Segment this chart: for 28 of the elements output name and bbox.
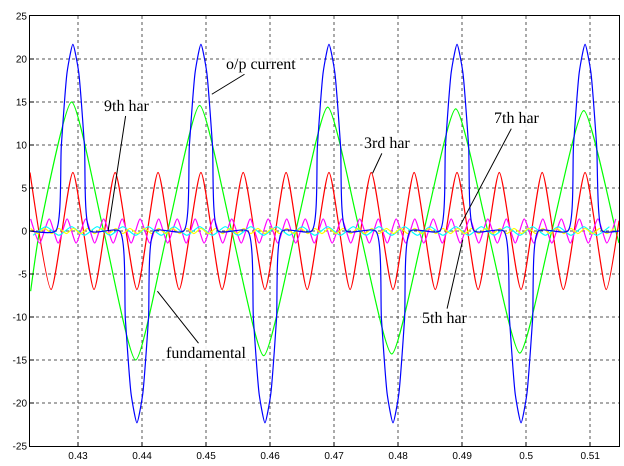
line-series: [30, 44, 619, 424]
x-tick-label: 0.5: [519, 451, 534, 462]
y-tick-label: -15: [12, 356, 28, 366]
annotation: 9th har: [104, 98, 150, 115]
annotation: 3rd har: [364, 135, 410, 152]
x-tick-label: 0.51: [580, 451, 600, 462]
x-tick-label: 0.47: [324, 451, 344, 462]
annotation: o/p current: [226, 56, 296, 73]
x-tick-label: 0.45: [196, 451, 216, 462]
y-tick-label: 20: [16, 54, 28, 66]
y-tick-label: 25: [16, 12, 28, 22]
annotation: 5th har: [422, 310, 468, 327]
y-tick-label: 10: [16, 140, 28, 152]
annotation: fundamental: [166, 345, 247, 362]
x-tick-label: 0.44: [132, 451, 152, 462]
y-tick-label: -20: [12, 398, 28, 410]
x-tick-label: 0.49: [452, 451, 472, 462]
y-tick-label: 5: [21, 184, 28, 194]
line-series: [30, 101, 619, 361]
y-tick-label: 0: [21, 226, 28, 238]
annotation: 7th har: [494, 110, 540, 127]
y-tick-label: -10: [12, 312, 28, 324]
y-tick-label: -5: [18, 270, 28, 280]
x-tick-label: 0.48: [388, 451, 408, 462]
x-tick-label: 0.46: [260, 451, 280, 462]
x-tick-label: 0.43: [68, 451, 88, 462]
y-tick-label: -25: [12, 442, 28, 452]
y-tick-label: 15: [16, 98, 28, 108]
